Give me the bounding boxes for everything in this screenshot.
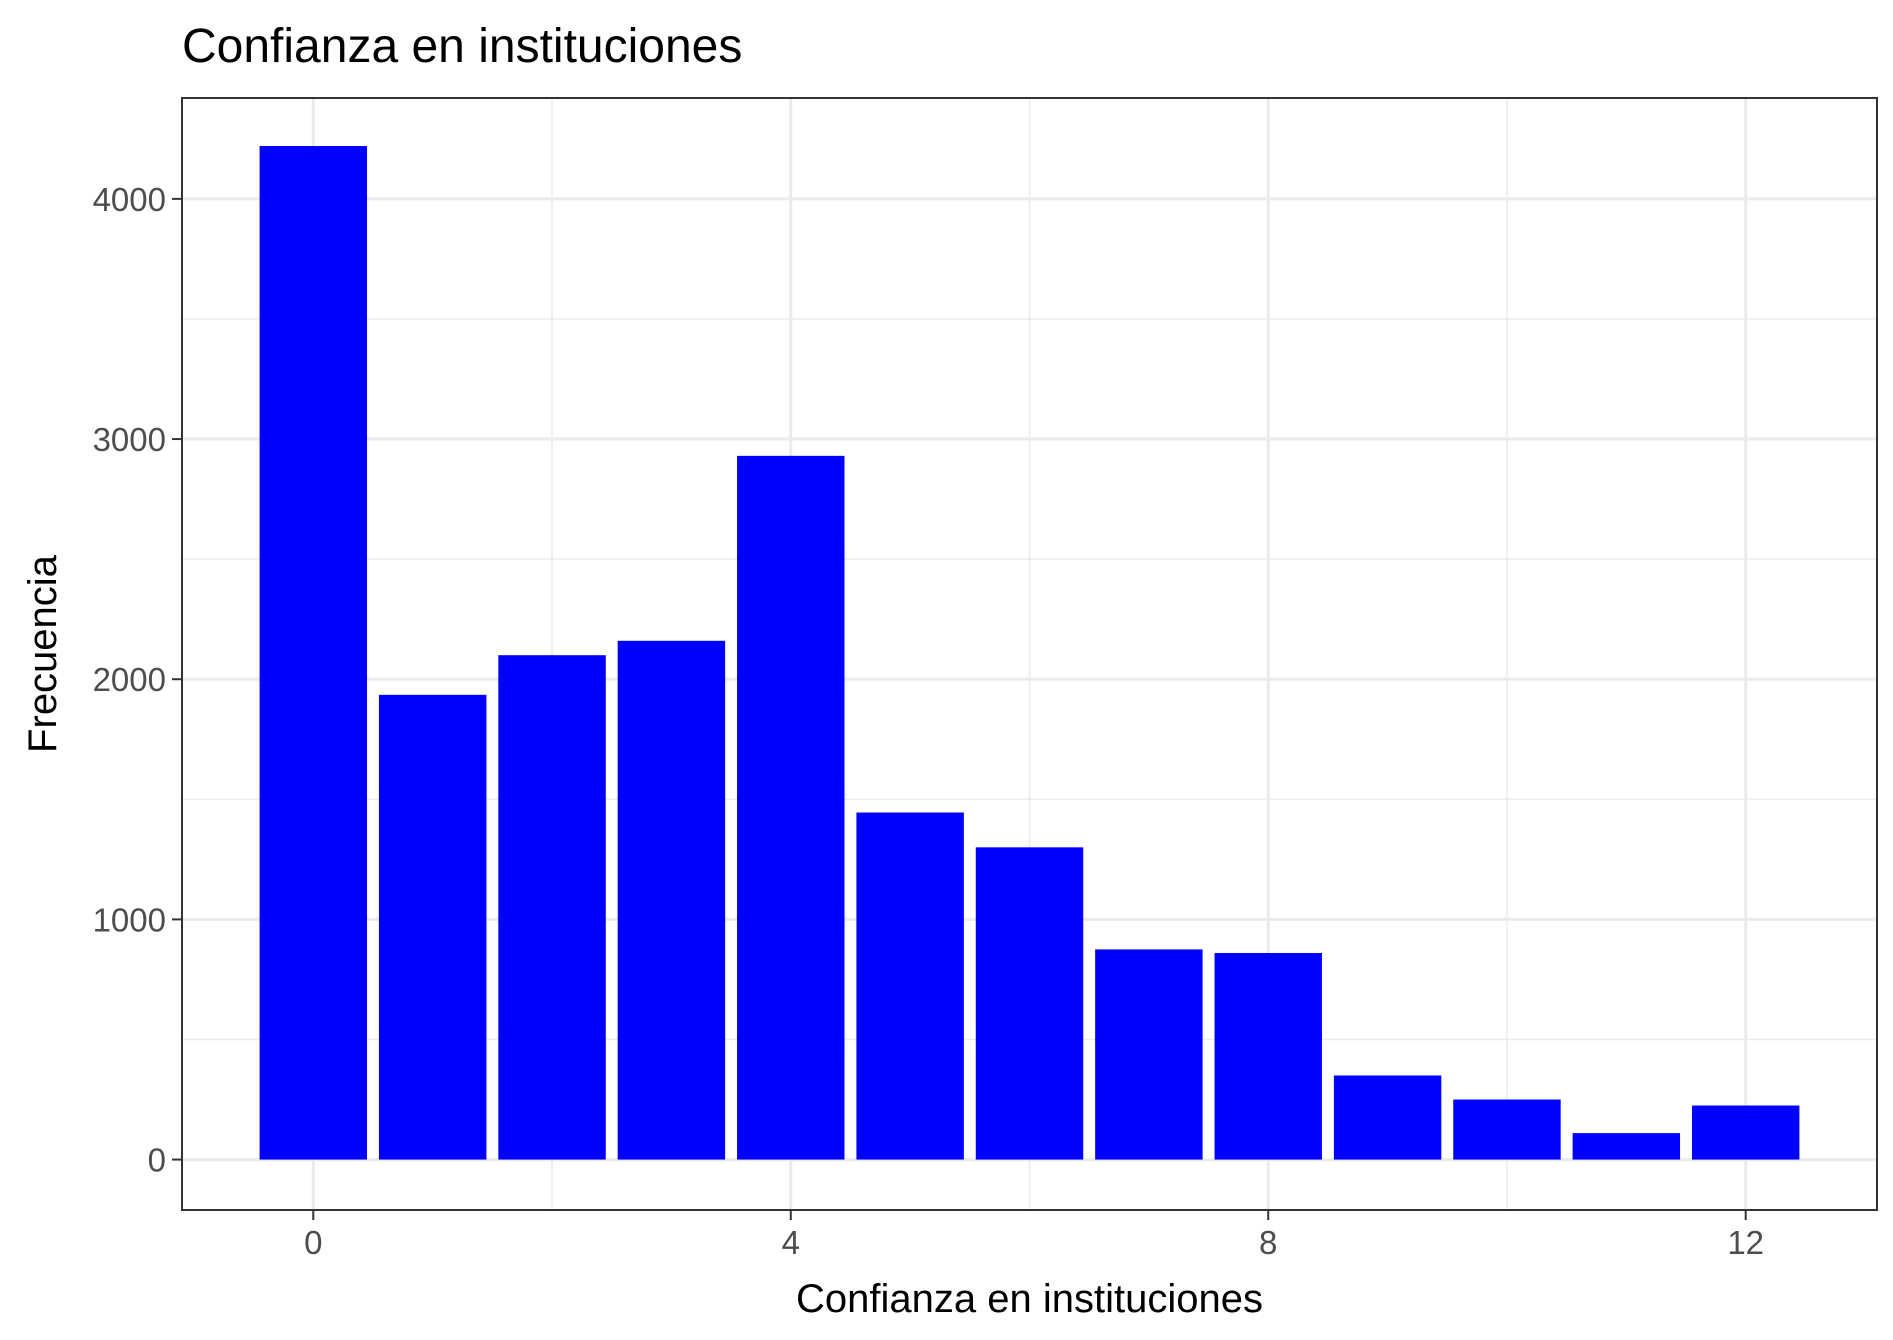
bar-11 (1572, 1133, 1681, 1160)
bar-2 (498, 655, 606, 1160)
bar-12 (1691, 1105, 1800, 1160)
bar-10 (1453, 1099, 1561, 1160)
bar-4 (737, 455, 845, 1160)
bar-6 (975, 847, 1084, 1160)
x-axis-title: Confianza en instituciones (796, 1277, 1263, 1321)
y-tick-label: 2000 (93, 661, 166, 698)
chart-title: Confianza en instituciones (182, 20, 742, 73)
bar-3 (617, 640, 726, 1160)
axis-ticks: 0 4 8 12 0 1000 2000 3000 4000 (93, 181, 1764, 1261)
panel-border (181, 97, 1878, 1211)
y-tick-label: 0 (148, 1142, 166, 1179)
bar-9 (1333, 1075, 1442, 1160)
bars (259, 146, 1800, 1160)
bar-8 (1214, 953, 1322, 1160)
bar-7 (1095, 949, 1203, 1160)
bar-1 (378, 694, 487, 1160)
x-tick-label: 8 (1259, 1224, 1277, 1261)
y-tick-label: 3000 (93, 421, 166, 458)
bar-0 (259, 146, 368, 1160)
y-tick-label: 4000 (93, 181, 166, 218)
bar-5 (856, 812, 964, 1160)
y-axis-title: Frecuencia (21, 554, 65, 753)
x-tick-label: 12 (1727, 1224, 1764, 1261)
x-tick-label: 4 (782, 1224, 800, 1261)
x-tick-label: 0 (304, 1224, 322, 1261)
y-tick-label: 1000 (93, 901, 166, 938)
